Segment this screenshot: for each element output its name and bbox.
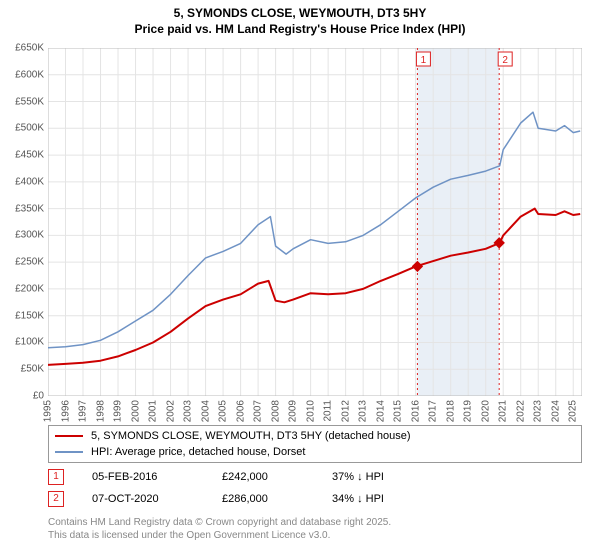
y-axis-tick-label: £600K bbox=[15, 69, 44, 80]
marker-table: 1 05-FEB-2016 £242,000 37% ↓ HPI 2 07-OC… bbox=[48, 466, 442, 510]
marker-delta: 37% ↓ HPI bbox=[332, 471, 442, 483]
y-axis-tick-label: £50K bbox=[21, 364, 44, 375]
x-axis-tick-label: 2025 bbox=[568, 400, 579, 422]
y-axis-tick-label: £200K bbox=[15, 283, 44, 294]
x-axis-tick-label: 2006 bbox=[235, 400, 246, 422]
footer-line-2: This data is licensed under the Open Gov… bbox=[48, 529, 391, 542]
legend-label: 5, SYMONDS CLOSE, WEYMOUTH, DT3 5HY (det… bbox=[91, 430, 411, 442]
marker-delta: 34% ↓ HPI bbox=[332, 493, 442, 505]
x-axis-tick-label: 1996 bbox=[60, 400, 71, 422]
x-axis-tick-label: 2010 bbox=[305, 400, 316, 422]
x-axis-tick-label: 2002 bbox=[165, 400, 176, 422]
legend-label: HPI: Average price, detached house, Dors… bbox=[91, 446, 305, 458]
x-axis-tick-label: 2021 bbox=[498, 400, 509, 422]
svg-text:2: 2 bbox=[502, 55, 508, 66]
marker-date: 07-OCT-2020 bbox=[92, 493, 222, 505]
legend-item: 5, SYMONDS CLOSE, WEYMOUTH, DT3 5HY (det… bbox=[55, 428, 575, 444]
marker-number-box: 1 bbox=[48, 469, 64, 485]
x-axis-tick-label: 2024 bbox=[550, 400, 561, 422]
y-axis-tick-label: £350K bbox=[15, 203, 44, 214]
y-axis-tick-label: £250K bbox=[15, 257, 44, 268]
title-line-2: Price paid vs. HM Land Registry's House … bbox=[0, 22, 600, 38]
x-axis-tick-label: 2000 bbox=[130, 400, 141, 422]
legend-item: HPI: Average price, detached house, Dors… bbox=[55, 444, 575, 460]
x-axis-tick-label: 1995 bbox=[43, 400, 54, 422]
marker-price: £286,000 bbox=[222, 493, 332, 505]
y-axis-tick-label: £300K bbox=[15, 230, 44, 241]
marker-price: £242,000 bbox=[222, 471, 332, 483]
x-axis-tick-label: 2017 bbox=[428, 400, 439, 422]
y-axis-tick-label: £500K bbox=[15, 123, 44, 134]
x-axis-tick-label: 2005 bbox=[218, 400, 229, 422]
x-axis-tick-label: 1997 bbox=[78, 400, 89, 422]
marker-row: 1 05-FEB-2016 £242,000 37% ↓ HPI bbox=[48, 466, 442, 488]
marker-row: 2 07-OCT-2020 £286,000 34% ↓ HPI bbox=[48, 488, 442, 510]
x-axis-tick-label: 2020 bbox=[480, 400, 491, 422]
x-axis-tick-label: 2008 bbox=[270, 400, 281, 422]
x-axis-tick-label: 2009 bbox=[288, 400, 299, 422]
y-axis-tick-label: £400K bbox=[15, 176, 44, 187]
x-axis-tick-label: 2019 bbox=[463, 400, 474, 422]
y-axis-tick-label: £150K bbox=[15, 310, 44, 321]
x-axis-tick-label: 2016 bbox=[410, 400, 421, 422]
x-axis-tick-label: 2013 bbox=[358, 400, 369, 422]
x-axis-tick-label: 2023 bbox=[533, 400, 544, 422]
x-axis-tick-label: 1999 bbox=[113, 400, 124, 422]
footer-attribution: Contains HM Land Registry data © Crown c… bbox=[48, 516, 391, 542]
x-axis-tick-label: 2001 bbox=[148, 400, 159, 422]
y-axis-tick-label: £650K bbox=[15, 43, 44, 54]
legend-swatch bbox=[55, 451, 83, 453]
x-axis-tick-label: 2007 bbox=[253, 400, 264, 422]
svg-text:1: 1 bbox=[421, 55, 427, 66]
x-axis-tick-label: 2015 bbox=[393, 400, 404, 422]
legend-swatch bbox=[55, 435, 83, 437]
x-axis-tick-label: 2018 bbox=[445, 400, 456, 422]
footer-line-1: Contains HM Land Registry data © Crown c… bbox=[48, 516, 391, 529]
x-axis-tick-label: 2003 bbox=[183, 400, 194, 422]
y-axis-tick-label: £550K bbox=[15, 96, 44, 107]
y-axis-tick-label: £450K bbox=[15, 150, 44, 161]
y-axis-tick-label: £100K bbox=[15, 337, 44, 348]
x-axis-tick-label: 2011 bbox=[323, 400, 334, 422]
legend: 5, SYMONDS CLOSE, WEYMOUTH, DT3 5HY (det… bbox=[48, 425, 582, 463]
x-axis-tick-label: 2022 bbox=[515, 400, 526, 422]
chart-plot: 12 bbox=[48, 48, 582, 396]
chart-title: 5, SYMONDS CLOSE, WEYMOUTH, DT3 5HY Pric… bbox=[0, 0, 600, 37]
x-axis-tick-label: 2004 bbox=[200, 400, 211, 422]
title-line-1: 5, SYMONDS CLOSE, WEYMOUTH, DT3 5HY bbox=[0, 6, 600, 22]
marker-number-box: 2 bbox=[48, 491, 64, 507]
x-axis-tick-label: 1998 bbox=[95, 400, 106, 422]
x-axis-tick-label: 2014 bbox=[375, 400, 386, 422]
x-axis-tick-label: 2012 bbox=[340, 400, 351, 422]
marker-date: 05-FEB-2016 bbox=[92, 471, 222, 483]
